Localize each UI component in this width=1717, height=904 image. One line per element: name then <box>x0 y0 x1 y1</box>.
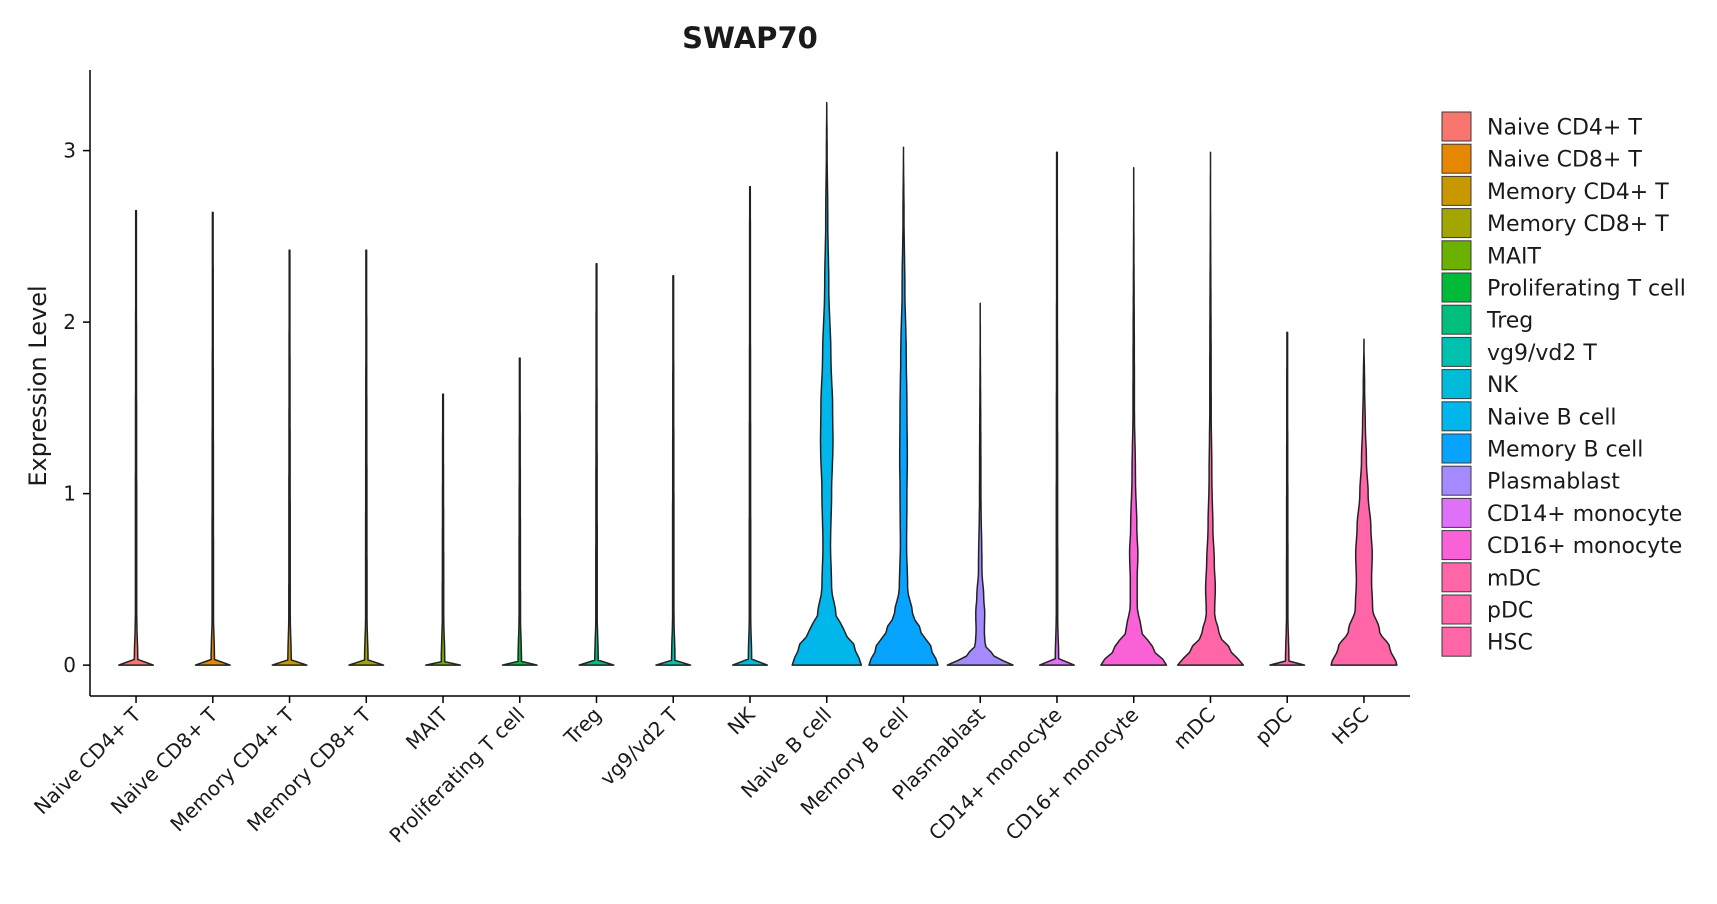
violin-mait <box>425 393 462 666</box>
legend-key <box>1441 497 1472 528</box>
legend-label: Treg <box>1486 309 1533 334</box>
violin-cd14-monocyte <box>1038 151 1075 666</box>
x-tick-label: vg9/vd2 T <box>595 702 683 790</box>
violin-cd16-monocyte <box>1100 167 1168 666</box>
legend-label: Naive CD8+ T <box>1487 148 1642 173</box>
violin-nk <box>731 185 769 666</box>
x-tick-label: pDC <box>1250 703 1297 750</box>
x-tick-label: MAIT <box>401 702 453 754</box>
legend-label: HSC <box>1487 631 1533 656</box>
y-tick-label: 2 <box>63 310 76 334</box>
violin-naive-cd8-t <box>194 211 231 666</box>
violin-memory-cd8-t <box>348 249 385 666</box>
violin-plasmablast <box>946 302 1014 666</box>
legend-key <box>1441 626 1472 657</box>
legend-key <box>1441 433 1472 464</box>
legend: Naive CD4+ T Naive CD8+ T Memory CD4+ T Mem… <box>1441 111 1686 657</box>
y-tick-labels: 0 1 2 3 <box>63 139 90 677</box>
legend-key <box>1441 336 1472 367</box>
violins <box>118 101 1398 666</box>
legend-label: vg9/vd2 T <box>1487 341 1597 366</box>
violin-vg9-vd2-t <box>655 275 692 666</box>
legend-label: Naive CD4+ T <box>1487 116 1642 141</box>
violin-proliferating-t-cell <box>501 357 538 666</box>
legend-key <box>1441 369 1472 400</box>
y-tick-label: 1 <box>63 482 76 506</box>
legend-label: CD14+ monocyte <box>1487 502 1682 527</box>
violin-treg <box>578 263 615 666</box>
violin-pdc <box>1269 331 1306 666</box>
y-tick-label: 3 <box>63 139 76 163</box>
violin-hsc <box>1330 338 1398 666</box>
x-tick-label: HSC <box>1327 703 1373 749</box>
legend-key <box>1441 562 1472 593</box>
legend-label: Naive B cell <box>1487 405 1617 430</box>
violin-mdc <box>1176 151 1245 666</box>
legend-key <box>1441 530 1472 561</box>
legend-key <box>1441 304 1472 335</box>
y-axis-label: Expression Level <box>24 285 52 486</box>
violin-naive-cd4-t <box>118 209 155 666</box>
legend-label: Memory B cell <box>1487 438 1643 463</box>
x-tick-label: Treg <box>559 703 606 750</box>
chart-title: SWAP70 <box>682 21 818 55</box>
y-tick-label: 0 <box>63 653 76 677</box>
legend-label: NK <box>1487 373 1518 398</box>
legend-key <box>1441 143 1472 174</box>
x-tick-label: mDC <box>1168 703 1220 755</box>
legend-key <box>1441 111 1472 142</box>
legend-key <box>1441 208 1472 239</box>
legend-key <box>1441 175 1472 206</box>
violin-memory-cd4-t <box>271 249 308 666</box>
x-tick-label: CD14+ monocyte <box>924 703 1067 846</box>
legend-key <box>1441 240 1472 271</box>
x-tick-label: Proliferating T cell <box>385 703 530 848</box>
legend-key <box>1441 465 1472 496</box>
legend-key <box>1441 272 1472 303</box>
legend-label: Plasmablast <box>1487 470 1620 495</box>
legend-label: pDC <box>1487 599 1533 624</box>
x-tick-label: NK <box>723 702 760 739</box>
legend-key <box>1441 401 1472 432</box>
violin-memory-b-cell <box>868 146 939 666</box>
x-tick-label: CD16+ monocyte <box>1001 703 1144 846</box>
legend-label: Memory CD4+ T <box>1487 180 1669 205</box>
legend-label: MAIT <box>1487 244 1542 269</box>
legend-label: Memory CD8+ T <box>1487 212 1669 237</box>
legend-label: Proliferating T cell <box>1487 277 1686 302</box>
legend-label: mDC <box>1487 566 1541 591</box>
legend-label: CD16+ monocyte <box>1487 534 1682 559</box>
legend-key <box>1441 594 1472 625</box>
violin-naive-b-cell <box>791 101 863 666</box>
